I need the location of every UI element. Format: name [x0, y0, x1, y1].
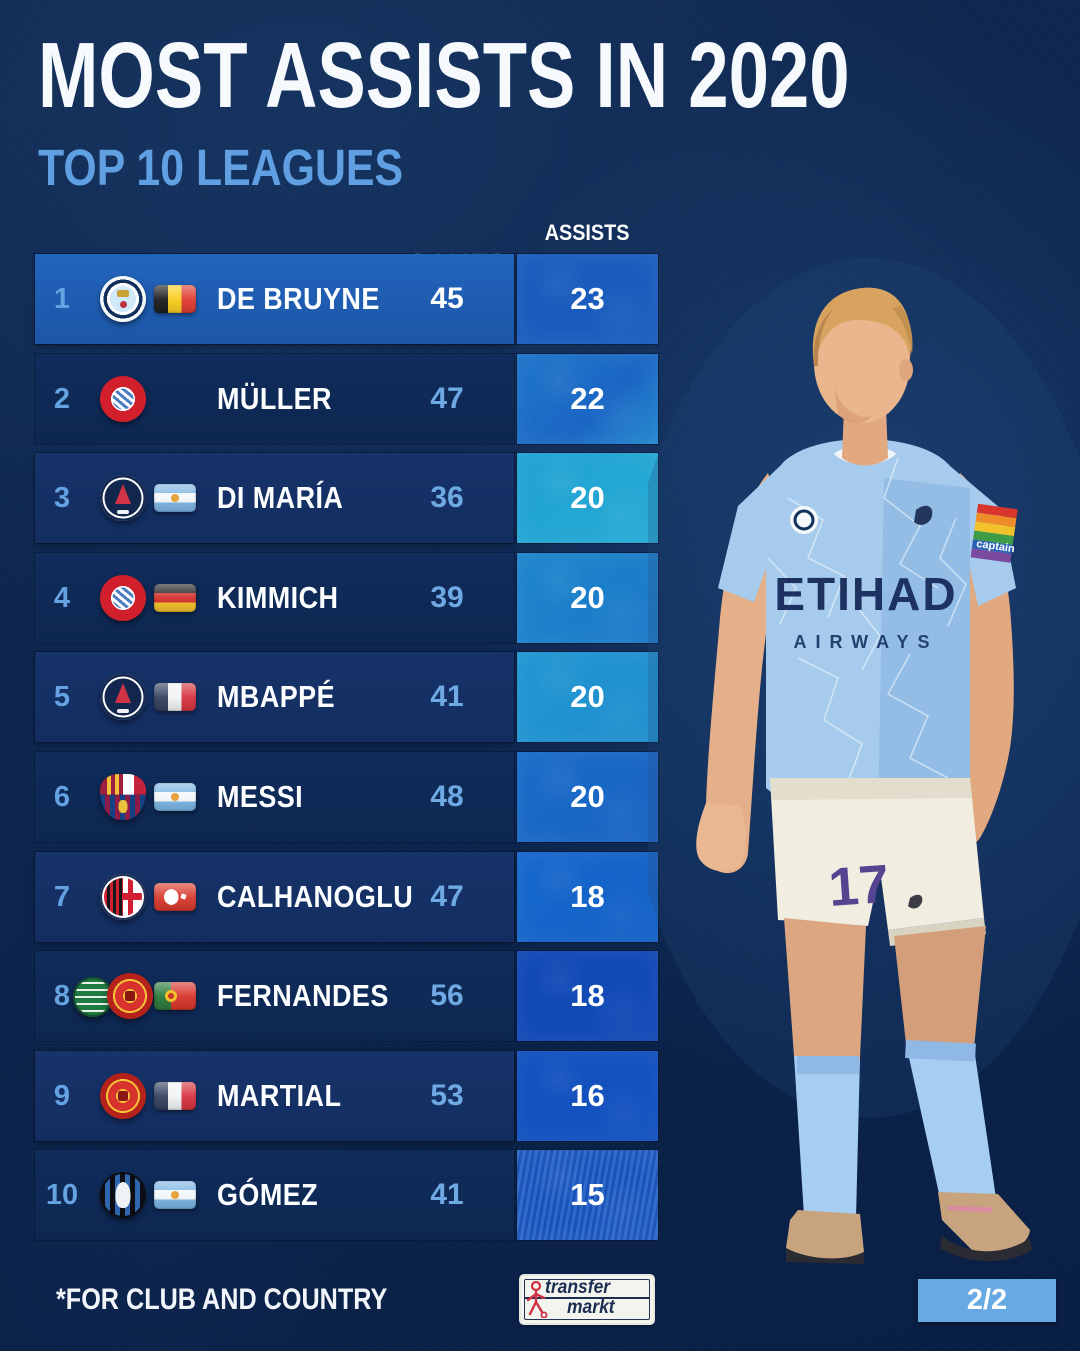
- psg-badge-icon: [100, 674, 146, 721]
- player-name: DI MARÍA: [217, 480, 344, 516]
- assists-value: 18: [517, 951, 658, 1042]
- games-value: 36: [430, 481, 464, 515]
- assists-table: 1 DE BRUYNE 45 23 2 MÜLLER 47 22 3 DI MA…: [35, 254, 658, 1250]
- player-name: MÜLLER: [217, 380, 332, 416]
- armband-text: captain: [976, 538, 1016, 555]
- assists-value: 20: [517, 652, 658, 743]
- assists-value: 20: [517, 751, 658, 842]
- argentina-flag-icon: [154, 484, 196, 513]
- assists-value: 20: [517, 552, 658, 643]
- logo-divider: [525, 1297, 649, 1299]
- assists-value: 23: [517, 254, 658, 344]
- row-panel: 8 FERNANDES 56: [35, 951, 514, 1042]
- france-flag-icon: [154, 683, 196, 712]
- logo-text-bottom: markt: [567, 1297, 615, 1318]
- assists-value: 15: [517, 1150, 658, 1241]
- man-utd-badge-icon: [100, 1072, 146, 1119]
- player-name: CALHANOGLU: [217, 878, 414, 914]
- games-value: 48: [430, 779, 464, 813]
- logo-frame: [524, 1279, 650, 1320]
- games-value: 47: [430, 879, 464, 913]
- games-value: 56: [430, 979, 464, 1013]
- table-row: 2 MÜLLER 47 22: [35, 353, 658, 444]
- games-value: 47: [430, 381, 464, 415]
- assists-value: 18: [517, 851, 658, 942]
- shorts-number: 17: [827, 854, 891, 918]
- page-subtitle: TOP 10 LEAGUES: [38, 139, 404, 196]
- psg-badge-icon: [100, 475, 146, 522]
- rank: 3: [53, 482, 71, 515]
- player-name: MARTIAL: [217, 1077, 342, 1113]
- footer-note: *FOR CLUB AND COUNTRY: [56, 1283, 388, 1316]
- assists-value: 16: [517, 1050, 658, 1141]
- table-row: 3 DI MARÍA 36 20: [35, 453, 658, 544]
- table-row: 5 MBAPPÉ 41 20: [35, 652, 658, 743]
- page-counter-badge: 2/2: [918, 1279, 1056, 1322]
- games-value: 41: [430, 1178, 464, 1212]
- bayern-badge-icon: [100, 375, 146, 422]
- france-flag-icon: [154, 1081, 196, 1110]
- rank: 6: [53, 780, 71, 813]
- shirt-sponsor-bottom: AIRWAYS: [793, 632, 938, 652]
- table-row: 9 MARTIAL 53 16: [35, 1050, 658, 1141]
- games-value: 39: [430, 580, 464, 614]
- logo-kicker-icon: [526, 1280, 548, 1318]
- rank: 1: [53, 283, 71, 315]
- assists-value: 20: [517, 453, 658, 544]
- row-panel: 4 KIMMICH 39: [35, 552, 514, 643]
- turkey-flag-icon: [154, 882, 196, 911]
- player-name: MBAPPÉ: [217, 679, 336, 715]
- bayern-badge-icon: [100, 574, 146, 621]
- row-panel: 1 DE BRUYNE 45: [35, 254, 514, 344]
- column-header-assists: ASSISTS: [545, 220, 630, 245]
- argentina-flag-icon: [154, 782, 196, 811]
- player-photo: captain ETIHAD AIRWAYS 17: [648, 258, 1080, 1264]
- games-value: 41: [430, 680, 464, 714]
- table-row: 6 MESSI 48 20: [35, 751, 658, 842]
- column-headers: GAMES ASSISTS: [35, 220, 658, 281]
- portugal-flag-icon: [154, 982, 196, 1011]
- table-row: 1 DE BRUYNE 45 23: [35, 254, 658, 344]
- table-row: 4 KIMMICH 39 20: [35, 552, 658, 643]
- games-value: 53: [430, 1078, 464, 1112]
- table-row: 7 CALHANOGLU 47 18: [35, 851, 658, 942]
- rank: 2: [53, 382, 71, 415]
- player-name: DE BRUYNE: [217, 281, 380, 316]
- logo-text-top: transfer: [545, 1277, 611, 1298]
- row-panel: 3 DI MARÍA 36: [35, 453, 514, 544]
- shirt-sponsor-top: ETIHAD: [774, 568, 957, 620]
- row-panel: 10 GÓMEZ 41: [35, 1150, 514, 1241]
- row-panel: 9 MARTIAL 53: [35, 1050, 514, 1141]
- rank: 5: [53, 681, 71, 714]
- transfermarkt-logo: transfer markt: [521, 1276, 653, 1323]
- rank: 9: [53, 1079, 71, 1112]
- assists-value: 22: [517, 353, 658, 444]
- rank: 10: [45, 1179, 79, 1212]
- row-panel: 6 MESSI 48: [35, 751, 514, 842]
- row-panel: 7 CALHANOGLU 47: [35, 851, 514, 942]
- barcelona-badge-icon: [100, 773, 146, 820]
- player-name: FERNANDES: [217, 978, 389, 1014]
- table-row: 10 GÓMEZ 41 15: [35, 1150, 658, 1241]
- row-panel: 5 MBAPPÉ 41: [35, 652, 514, 743]
- row-panel: 2 MÜLLER 47: [35, 353, 514, 444]
- player-name: KIMMICH: [217, 579, 339, 615]
- page-title: MOST ASSISTS IN 2020: [38, 23, 850, 127]
- man-utd-badge-icon: [107, 973, 153, 1020]
- player-name: MESSI: [217, 778, 304, 814]
- man-city-badge-icon: [100, 276, 146, 322]
- belgium-flag-icon: [154, 285, 196, 313]
- germany-flag-icon: [154, 583, 196, 612]
- atalanta-badge-icon: [100, 1172, 146, 1219]
- player-name: GÓMEZ: [217, 1177, 319, 1213]
- rank: 4: [53, 581, 71, 614]
- rank: 8: [53, 980, 71, 1013]
- rank: 7: [53, 880, 71, 913]
- ac-milan-badge-icon: [100, 873, 146, 920]
- argentina-flag-icon: [154, 1181, 196, 1210]
- table-row: 8 FERNANDES 56 18: [35, 951, 658, 1042]
- games-value: 45: [430, 282, 464, 315]
